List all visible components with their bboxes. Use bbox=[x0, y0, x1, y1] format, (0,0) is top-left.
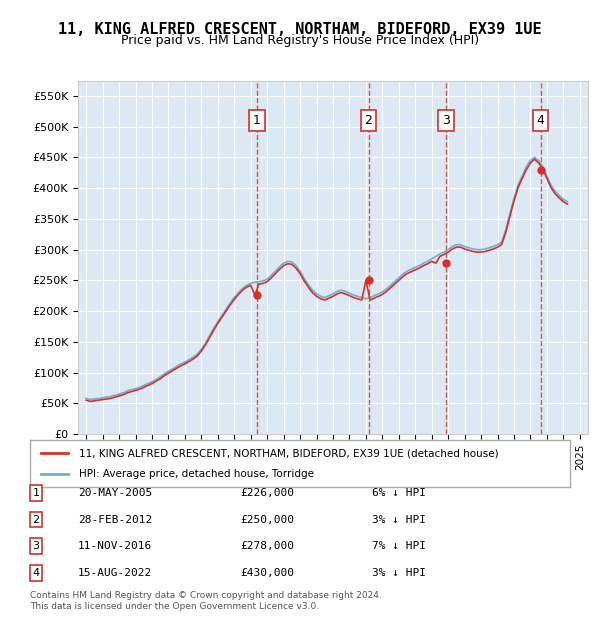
Text: £226,000: £226,000 bbox=[240, 488, 294, 498]
Text: 3% ↓ HPI: 3% ↓ HPI bbox=[372, 568, 426, 578]
Text: Price paid vs. HM Land Registry's House Price Index (HPI): Price paid vs. HM Land Registry's House … bbox=[121, 34, 479, 47]
Text: 11-NOV-2016: 11-NOV-2016 bbox=[78, 541, 152, 551]
Text: 11, KING ALFRED CRESCENT, NORTHAM, BIDEFORD, EX39 1UE (detached house): 11, KING ALFRED CRESCENT, NORTHAM, BIDEF… bbox=[79, 448, 498, 458]
Text: 2: 2 bbox=[365, 114, 373, 127]
Text: 6% ↓ HPI: 6% ↓ HPI bbox=[372, 488, 426, 498]
Text: 20-MAY-2005: 20-MAY-2005 bbox=[78, 488, 152, 498]
Text: 15-AUG-2022: 15-AUG-2022 bbox=[78, 568, 152, 578]
Text: £250,000: £250,000 bbox=[240, 515, 294, 525]
Text: 3: 3 bbox=[442, 114, 450, 127]
Text: 2: 2 bbox=[32, 515, 40, 525]
Text: £278,000: £278,000 bbox=[240, 541, 294, 551]
Text: 4: 4 bbox=[32, 568, 40, 578]
Text: £430,000: £430,000 bbox=[240, 568, 294, 578]
Text: 7% ↓ HPI: 7% ↓ HPI bbox=[372, 541, 426, 551]
Text: Contains HM Land Registry data © Crown copyright and database right 2024.
This d: Contains HM Land Registry data © Crown c… bbox=[30, 591, 382, 611]
Text: 1: 1 bbox=[32, 488, 40, 498]
Text: 28-FEB-2012: 28-FEB-2012 bbox=[78, 515, 152, 525]
Text: 1: 1 bbox=[253, 114, 261, 127]
Text: 4: 4 bbox=[536, 114, 545, 127]
Text: HPI: Average price, detached house, Torridge: HPI: Average price, detached house, Torr… bbox=[79, 469, 314, 479]
Text: 3% ↓ HPI: 3% ↓ HPI bbox=[372, 515, 426, 525]
Text: 11, KING ALFRED CRESCENT, NORTHAM, BIDEFORD, EX39 1UE: 11, KING ALFRED CRESCENT, NORTHAM, BIDEF… bbox=[58, 22, 542, 37]
Text: 3: 3 bbox=[32, 541, 40, 551]
